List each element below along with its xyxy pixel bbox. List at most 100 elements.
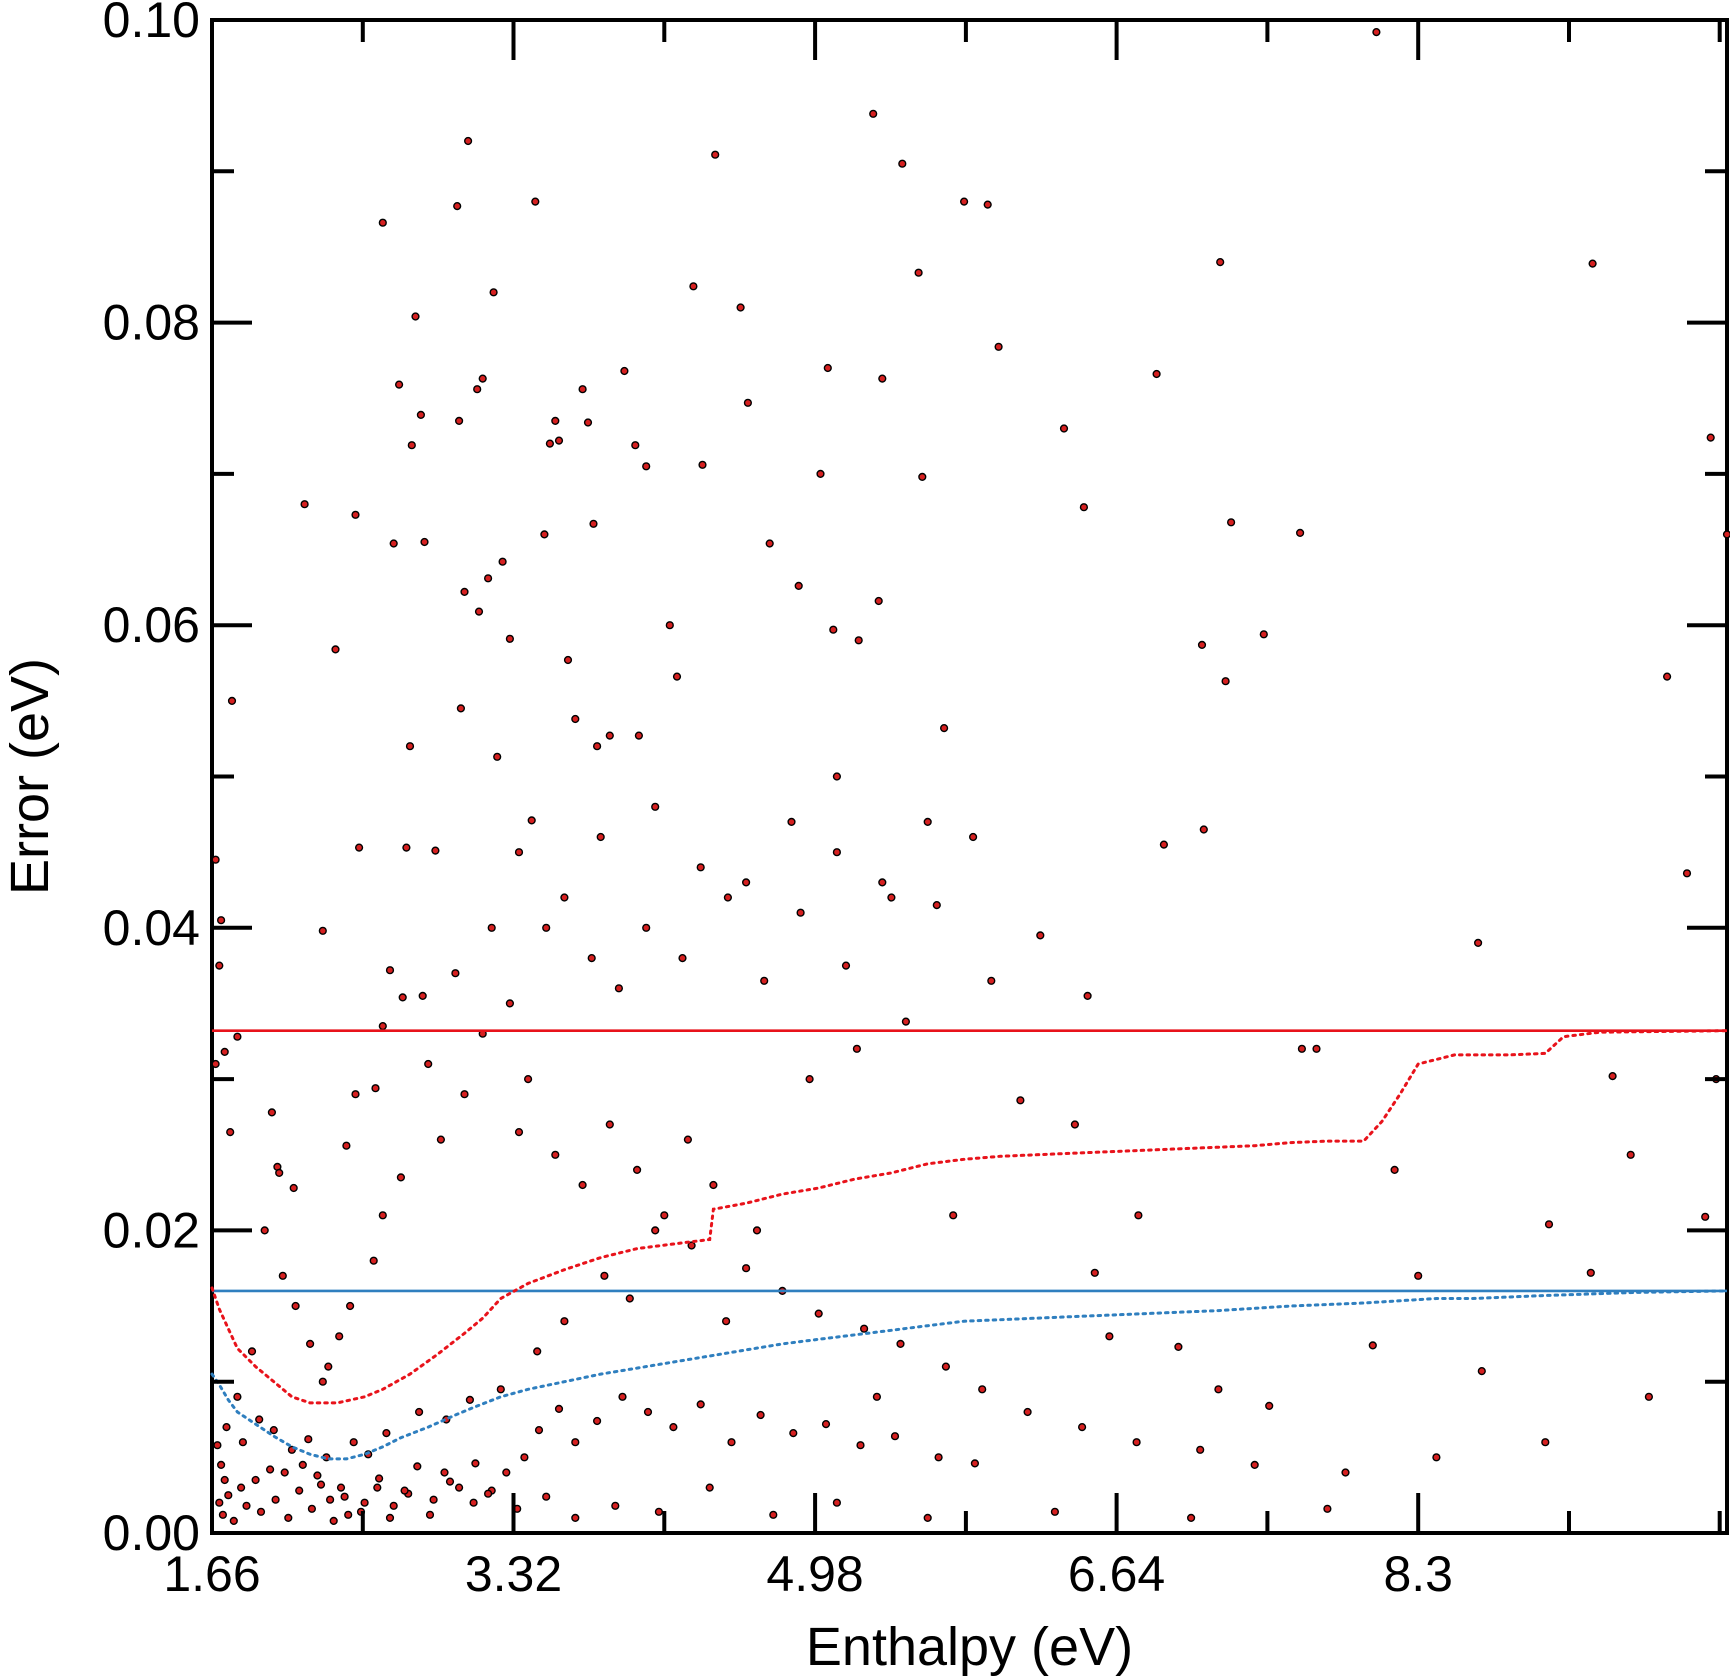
series-lines (210, 1029, 1729, 1461)
scatter-point (217, 916, 226, 925)
scatter-point (736, 303, 745, 312)
scatter-point (560, 893, 569, 902)
scatter-point (431, 846, 440, 855)
scatter-point (832, 772, 842, 781)
scatter-point (369, 1256, 378, 1265)
scatter-point (829, 625, 838, 634)
scatter-point (796, 908, 805, 917)
scatter-point (1372, 27, 1381, 37)
scatter-point (814, 1309, 823, 1318)
scatter-point (233, 1392, 242, 1401)
scatter-point (496, 1385, 505, 1394)
y-axis-label: Error (eV) (0, 658, 60, 895)
scatter-point (385, 966, 395, 975)
scatter-point (1197, 640, 1207, 650)
scatter-point (267, 1108, 277, 1117)
scatter-point (1196, 1445, 1205, 1454)
scatter-point (611, 1501, 620, 1510)
scatter-point (247, 1347, 257, 1356)
scatter-point (698, 460, 707, 469)
scatter-point (436, 1135, 446, 1144)
scatter-point (1186, 1513, 1196, 1523)
scatter-point (587, 953, 596, 963)
scatter-point (395, 380, 404, 389)
scatter-point (939, 723, 949, 733)
scatter-point (578, 385, 587, 394)
scatter-point (678, 953, 687, 963)
scatter-point (898, 159, 907, 168)
scatter-point (306, 1339, 315, 1349)
scatter-point (520, 1453, 529, 1462)
scatter-point (429, 1495, 438, 1504)
scatter-point (335, 1332, 344, 1341)
scatter-point (469, 1498, 478, 1507)
scatter-point (215, 961, 224, 970)
scatter-point (878, 878, 887, 887)
scatter-point (605, 731, 614, 740)
axis-ticks (210, 18, 1727, 1535)
x-tick-label: 8.3 (1383, 1546, 1453, 1602)
scatter-point (1134, 1211, 1143, 1220)
scatter-point (756, 1410, 765, 1420)
scatter-point (614, 984, 624, 993)
scatter-point (654, 1507, 664, 1516)
scatter-point (413, 1462, 422, 1471)
scatter-point (878, 374, 887, 383)
scatter-point (540, 530, 549, 539)
scatter-point (934, 1453, 943, 1462)
scatter-point (1214, 1385, 1223, 1394)
scatter-point (266, 1465, 275, 1474)
scatter-point (307, 1504, 317, 1513)
scatter-point (222, 1422, 231, 1432)
scatter-point (318, 1377, 327, 1386)
scatter-point (396, 1173, 406, 1182)
scatter-point (251, 1475, 260, 1485)
scatter-point (484, 574, 493, 583)
scatter-point (932, 900, 941, 910)
scatter-point (901, 1017, 911, 1026)
scatter-point (949, 1211, 958, 1220)
scatter-point (563, 655, 573, 665)
scatter-point (238, 1438, 248, 1447)
y-tick-label: 0.04 (103, 900, 200, 956)
scatter-point (229, 1516, 238, 1526)
scatter-point (651, 1226, 660, 1235)
scatter-point (872, 1392, 882, 1401)
scatter-point (583, 418, 593, 427)
scatter-point (554, 1404, 564, 1414)
scatter-point (651, 802, 660, 811)
scatter-point (220, 1475, 229, 1485)
scatter-point (689, 282, 698, 291)
scatter-point (242, 1501, 251, 1510)
scatter-point (642, 923, 651, 932)
scatter-point (1265, 1401, 1274, 1411)
scatter-point (1541, 1438, 1550, 1447)
scatter-point (389, 539, 398, 548)
scatter-point (346, 1301, 355, 1311)
scatter-point (554, 436, 564, 445)
scatter-point (291, 1301, 300, 1311)
scatter-point (1083, 991, 1092, 1001)
scatter-point (402, 843, 411, 852)
scatter-point (514, 848, 524, 857)
scatter-point (741, 1264, 751, 1273)
scatter-point (923, 1513, 932, 1523)
scatter-point (1077, 1422, 1087, 1432)
scatter-point (571, 1438, 580, 1447)
scatter-point (375, 1474, 384, 1483)
scatter-point (237, 1483, 246, 1492)
scatter-point (841, 961, 851, 970)
scatter-point (1588, 259, 1597, 268)
scatter-points (211, 27, 1730, 1526)
scatter-point (856, 1441, 865, 1450)
scatter-point (533, 1347, 542, 1356)
scatter-point (465, 1395, 475, 1405)
y-tick-label: 0.08 (103, 295, 200, 351)
scatter-point (349, 1438, 358, 1447)
scatter-point (226, 1127, 235, 1137)
scatter-point (592, 1416, 602, 1426)
scatter-point (596, 832, 605, 842)
scatter-point (217, 1460, 226, 1470)
scatter-point (794, 581, 803, 591)
scatter-point (600, 1271, 609, 1280)
